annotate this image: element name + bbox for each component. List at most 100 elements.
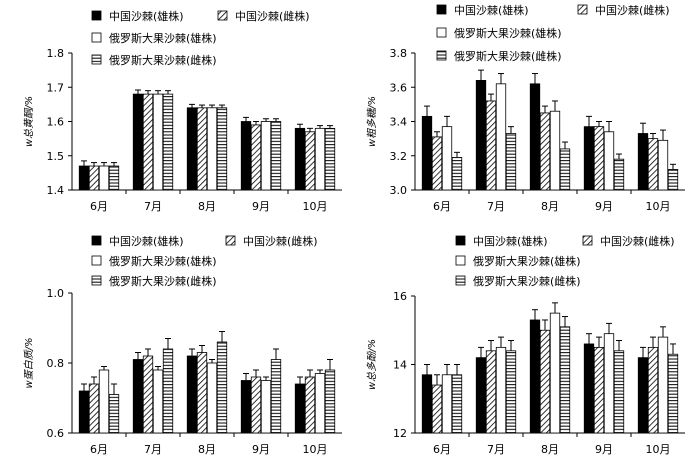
bar (657, 336, 669, 434)
bar (559, 326, 571, 434)
bar (603, 333, 615, 434)
legend-swatch (582, 235, 593, 246)
y-tick-label: 3.2 (390, 150, 408, 163)
legend-label: 俄罗斯大果沙棘(雄株) (454, 26, 562, 40)
bar (637, 133, 649, 191)
bar (529, 83, 541, 191)
bar (613, 158, 625, 191)
x-tick-label: 7月 (487, 200, 505, 213)
bar (451, 157, 463, 191)
legend-swatch (91, 275, 102, 286)
chart-panel-4: 12 14 16 w总多酚/% 6月 7月 8月 9月 10月 中国沙棘(雄株) 中国沙棘(雌株) 俄… (366, 234, 685, 456)
x-tick-label: 9月 (595, 443, 613, 456)
y-tick-label: 14 (393, 359, 407, 372)
bar (270, 121, 282, 191)
x-tick-label: 6月 (90, 200, 108, 213)
bar (667, 169, 679, 191)
bar (260, 380, 272, 434)
bar (559, 148, 571, 191)
bar (549, 110, 561, 191)
bar (593, 126, 605, 191)
bar (647, 346, 659, 434)
legend-swatch (455, 275, 466, 286)
legend-label: 中国沙棘(雄株) (109, 234, 184, 248)
x-tick-label: 6月 (90, 443, 108, 456)
bar (88, 383, 100, 434)
legend-swatch (577, 4, 588, 15)
bar (324, 369, 336, 434)
bar (583, 343, 595, 434)
bar (431, 136, 443, 191)
bar (270, 359, 282, 434)
legend-label: 中国沙棘(雌株) (600, 234, 675, 248)
legend-swatch (436, 4, 447, 15)
legend-label: 俄罗斯大果沙棘(雄株) (109, 31, 217, 45)
bar (186, 107, 198, 191)
bar (549, 312, 561, 434)
bar (657, 139, 669, 191)
y-tick-label: 3.0 (390, 184, 408, 197)
bar (152, 93, 164, 191)
bar (98, 369, 110, 434)
x-tick-label: 8月 (541, 443, 559, 456)
bar (108, 394, 120, 434)
x-tick-label: 9月 (595, 200, 613, 213)
legend-label: 俄罗斯大果沙棘(雌株) (109, 274, 217, 288)
chart-panel-2: 3.0 3.2 3.4 3.6 3.8 w粗多糖/% 6月 7月 8月 9月 10月 中国沙棘(雄株)… (366, 3, 685, 213)
bar (495, 83, 507, 191)
bar (505, 133, 517, 191)
bar (451, 374, 463, 434)
bar (260, 121, 272, 191)
bar (304, 131, 316, 191)
legend-label: 俄罗斯大果沙棘(雌株) (109, 53, 217, 67)
x-tick-label: 7月 (487, 443, 505, 456)
legend-swatch (91, 235, 102, 246)
legend-label: 中国沙棘(雄株) (454, 3, 529, 17)
x-tick-label: 10月 (303, 443, 328, 456)
bar (294, 127, 306, 191)
y-axis-label: w总黄酮/% (23, 96, 35, 147)
bar (314, 373, 326, 434)
bar (132, 359, 144, 434)
bar (88, 165, 100, 191)
bar (162, 93, 174, 191)
bar (240, 121, 252, 191)
legend-swatch (436, 27, 447, 38)
bar (216, 107, 228, 191)
legend-swatch (455, 255, 466, 266)
bar (421, 115, 433, 191)
x-tick-label: 7月 (144, 200, 162, 213)
legend-label: 中国沙棘(雌株) (235, 9, 310, 23)
bar (250, 124, 262, 191)
y-tick-label: 1.4 (47, 184, 65, 197)
x-tick-label: 8月 (198, 443, 216, 456)
x-tick-label: 8月 (541, 200, 559, 213)
bar (186, 355, 198, 434)
legend-swatch (91, 255, 102, 266)
bar (304, 376, 316, 434)
bar (505, 350, 517, 434)
bar (485, 350, 497, 434)
bar (132, 93, 144, 191)
legend-swatch (217, 10, 228, 21)
bar (294, 383, 306, 434)
bar (78, 390, 90, 434)
bar (206, 107, 218, 191)
bar (583, 126, 595, 191)
legend-label: 中国沙棘(雌株) (595, 3, 670, 17)
bar (108, 165, 120, 191)
bar (152, 369, 164, 434)
x-tick-label: 9月 (252, 443, 270, 456)
legend-label: 中国沙棘(雄株) (473, 234, 548, 248)
x-tick-label: 6月 (433, 443, 451, 456)
y-tick-label: 1.6 (47, 116, 65, 129)
y-tick-label: 12 (393, 427, 407, 440)
bar (475, 357, 487, 434)
y-tick-label: 1.5 (47, 150, 65, 163)
bar (529, 319, 541, 434)
legend-swatch (436, 50, 447, 61)
legend-label: 俄罗斯大果沙棘(雄株) (109, 254, 217, 268)
x-tick-label: 9月 (252, 200, 270, 213)
bar (475, 80, 487, 191)
